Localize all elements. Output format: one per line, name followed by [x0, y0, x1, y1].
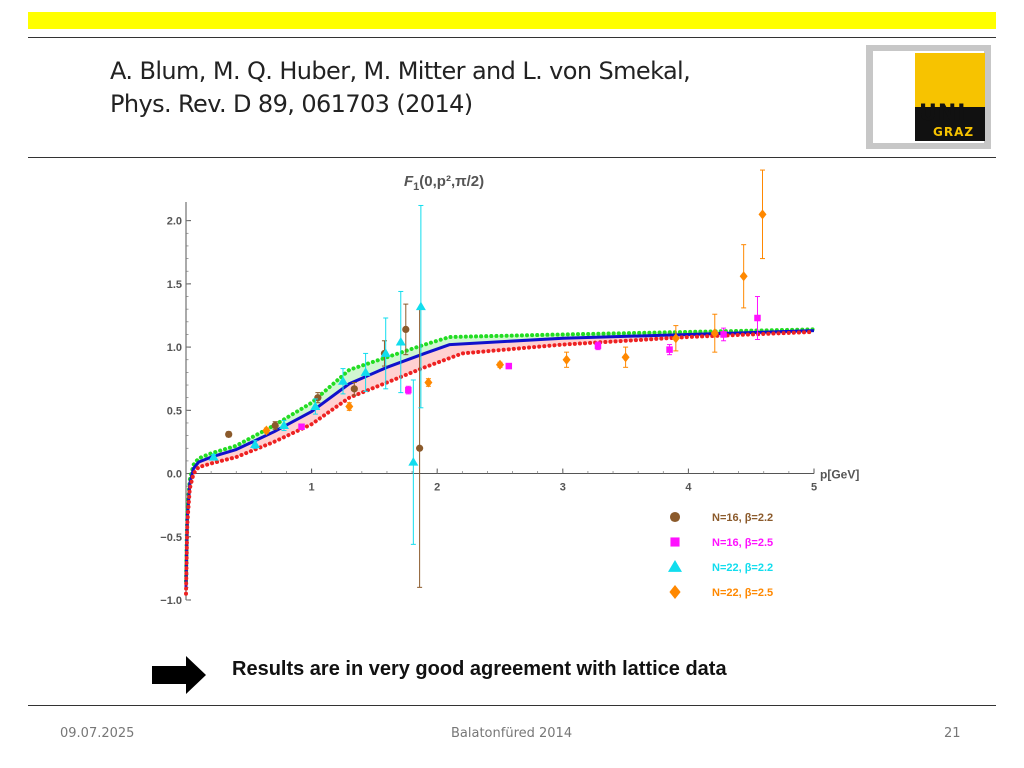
data-point-square [666, 346, 673, 353]
data-point-circle [416, 444, 424, 452]
legend-marker-square [670, 537, 680, 547]
top-yellow-bar [28, 12, 996, 29]
x-tick-label: 3 [560, 482, 566, 494]
data-point-square [505, 362, 513, 370]
data-point-diamond [739, 271, 748, 282]
data-point-circle [271, 421, 279, 430]
y-tick-label: −1.0 [160, 595, 182, 607]
data-point-diamond [496, 359, 504, 370]
footer-date: 09.07.2025 [60, 726, 135, 741]
legend-marker-triangle [668, 560, 682, 572]
form-factor-chart: F1(0,p²,π/2) −1.0 −0.5 0.0 0.5 1.0 1.5 2.0 1 2 3 4 5… [160, 169, 859, 607]
lower-error-band [186, 330, 814, 594]
y-tick-label: 1.5 [167, 279, 182, 291]
data-point-diamond [671, 333, 680, 344]
data-point-diamond [424, 377, 433, 388]
right-arrow-icon [152, 656, 206, 694]
legend-marker-circle [669, 511, 681, 523]
legend-label: N=22, β=2.5 [712, 587, 773, 599]
uni-graz-logo: UNI GRAZ [866, 45, 991, 149]
logo-text-uni: UNI [919, 101, 967, 126]
footer-rule [28, 705, 996, 706]
header-top-rule [28, 37, 996, 38]
x-tick-label: 4 [685, 482, 692, 494]
data-point-square [754, 314, 761, 322]
data-point-diamond [758, 209, 767, 220]
data-point-diamond [710, 328, 719, 339]
footer-page-number: 21 [944, 726, 961, 741]
legend-marker-diamond [669, 585, 681, 599]
logo-text-graz: GRAZ [933, 125, 975, 139]
y-tick-label: −0.5 [160, 532, 182, 544]
header-bottom-rule [28, 157, 996, 158]
reference-line-2: Phys. Rev. D 89, 061703 (2014) [110, 90, 473, 118]
y-tick-label: 0.5 [167, 405, 182, 417]
data-point-circle [225, 430, 233, 438]
y-tick-label: 0.0 [167, 469, 182, 481]
data-point-triangle [278, 420, 289, 429]
data-point-diamond [621, 352, 630, 363]
x-tick-label: 1 [309, 482, 315, 494]
y-tick-label: 1.0 [167, 342, 182, 354]
data-point-triangle [250, 439, 261, 448]
data-point-diamond [345, 401, 354, 412]
data-point-square [405, 386, 412, 394]
data-point-square [720, 331, 727, 338]
data-point-diamond [562, 354, 571, 365]
data-point-triangle [360, 367, 371, 376]
reference-citation: A. Blum, M. Q. Huber, M. Mitter and L. v… [110, 55, 691, 121]
data-point-triangle [395, 337, 406, 346]
data-point-circle [314, 394, 322, 402]
conclusion-text: Results are in very good agreement with … [232, 658, 727, 680]
data-point-triangle [208, 452, 219, 461]
y-tick-label: 2.0 [167, 216, 182, 228]
data-point-square [298, 423, 305, 431]
data-point-circle [402, 325, 410, 333]
x-tick-label: 2 [434, 482, 440, 494]
data-point-circle [350, 385, 358, 393]
legend-label: N=22, β=2.2 [712, 562, 773, 574]
x-axis-label: p[GeV] [820, 468, 859, 482]
x-tick-label: 5 [811, 482, 817, 494]
curve-lower [184, 329, 816, 596]
footer-event: Balatonfüred 2014 [451, 726, 573, 741]
data-point-diamond [262, 425, 271, 436]
data-point-square [594, 342, 602, 350]
legend-label: N=16, β=2.5 [712, 537, 773, 549]
legend-label: N=16, β=2.2 [712, 512, 773, 524]
chart-title: F1(0,p²,π/2) [404, 173, 484, 193]
data-point-triangle [380, 348, 391, 357]
data-point-triangle [415, 301, 426, 311]
reference-line-1: A. Blum, M. Q. Huber, M. Mitter and L. v… [110, 57, 691, 85]
data-point-triangle [338, 376, 348, 385]
data-point-triangle [408, 457, 419, 466]
data-point-triangle [310, 401, 321, 411]
